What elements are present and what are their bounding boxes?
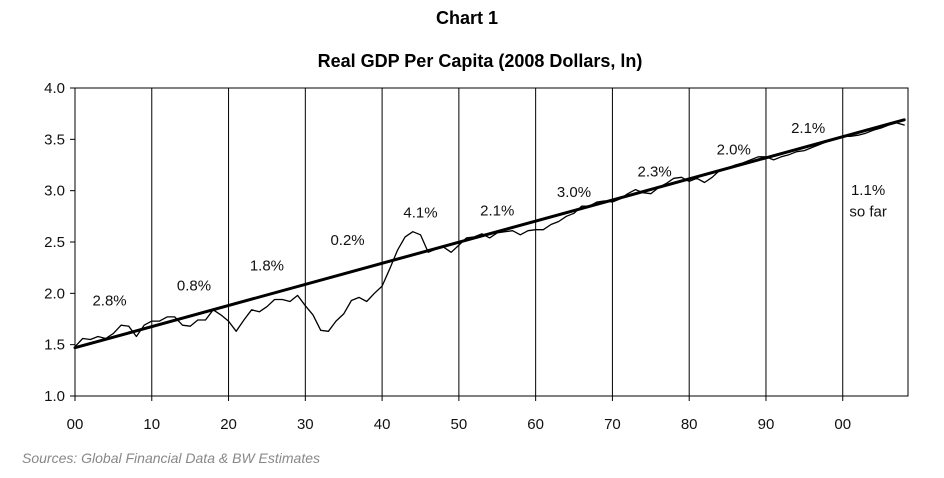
x-tick-label: 90 <box>758 416 775 433</box>
y-tick-label: 3.0 <box>44 183 65 200</box>
x-tick-label: 50 <box>451 416 468 433</box>
x-tick-label: 80 <box>681 416 698 433</box>
y-axis-ticks: 1.0 1.5 2.0 2.5 3.0 3.5 4.0 <box>44 80 75 405</box>
trend-line <box>73 118 906 350</box>
y-tick-label: 2.5 <box>44 234 65 251</box>
x-tick-label: 40 <box>374 416 391 433</box>
growth-rate-label: so far <box>849 203 887 220</box>
annotations-layer: 2.8% 0.8% 1.8% 0.2% 4.1% 2.1% 3.0% 2.3% 2.0% 2.1%… <box>92 120 886 309</box>
y-tick-label: 3.5 <box>44 131 65 148</box>
series-layer <box>73 118 906 350</box>
vertical-gridlines <box>151 88 844 396</box>
y-tick-label: 2.0 <box>44 285 65 302</box>
y-tick-label: 4.0 <box>44 80 65 97</box>
y-tick-label: 1.5 <box>44 337 65 354</box>
chart-title: Real GDP Per Capita (2008 Dollars, ln) <box>318 51 643 71</box>
x-axis-ticks: 00 10 20 30 40 50 60 70 80 90 00 <box>67 396 851 433</box>
x-tick-label: 10 <box>143 416 160 433</box>
plot-area-frame <box>74 87 909 397</box>
growth-rate-label: 2.1% <box>791 120 825 137</box>
growth-rate-label: 0.2% <box>330 232 364 249</box>
growth-rate-label: 1.1% <box>851 182 885 199</box>
x-tick-label: 20 <box>220 416 237 433</box>
growth-rate-label: 1.8% <box>250 258 284 275</box>
growth-rate-label: 0.8% <box>177 277 211 294</box>
x-tick-label: 30 <box>297 416 314 433</box>
growth-rate-label: 2.0% <box>717 142 751 159</box>
growth-rate-label: 2.1% <box>480 202 514 219</box>
chart-number: Chart 1 <box>436 8 498 28</box>
source-note: Sources: Global Financial Data & BW Esti… <box>22 450 320 466</box>
growth-rate-label: 4.1% <box>403 204 437 221</box>
x-tick-label: 70 <box>604 416 621 433</box>
y-tick-label: 1.0 <box>44 388 65 405</box>
x-tick-label: 00 <box>834 416 851 433</box>
growth-rate-label: 3.0% <box>557 184 591 201</box>
x-tick-label: 60 <box>527 416 544 433</box>
x-tick-label: 00 <box>67 416 84 433</box>
growth-rate-label: 2.8% <box>92 293 126 310</box>
growth-rate-label: 2.3% <box>638 163 672 180</box>
